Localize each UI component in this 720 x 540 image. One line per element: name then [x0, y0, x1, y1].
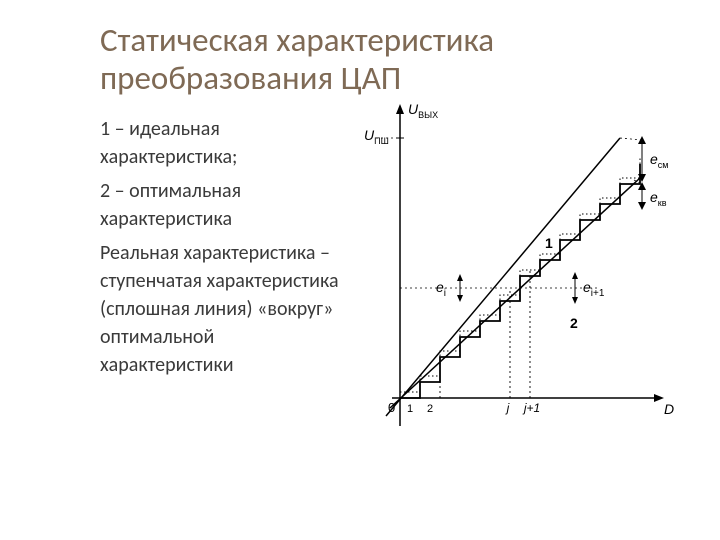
- body-p3: Реальная характеристика – ступенчатая ха…: [100, 239, 350, 379]
- svg-text:1: 1: [545, 235, 553, 251]
- svg-text:UВЫХ: UВЫХ: [408, 101, 438, 120]
- slide: Статическая характеристика преобразовани…: [0, 0, 720, 540]
- body-p1: 1 – идеальная характеристика;: [100, 115, 350, 171]
- svg-text:ei: ei: [436, 279, 446, 299]
- dac-characteristic-chart: UВЫХUПШD012jj+112eсмeквeiei+1: [360, 98, 680, 434]
- svg-text:2: 2: [570, 315, 578, 331]
- svg-text:UПШ: UПШ: [364, 127, 389, 146]
- svg-text:1: 1: [407, 403, 413, 415]
- body-p2: 2 – оптимальная характеристика: [100, 177, 350, 233]
- svg-text:eкв: eкв: [650, 189, 667, 208]
- body-text: 1 – идеальная характеристика; 2 – оптима…: [100, 115, 350, 385]
- svg-text:2: 2: [427, 403, 433, 415]
- svg-text:ei+1: ei+1: [583, 279, 605, 299]
- svg-text:D: D: [664, 401, 674, 417]
- svg-text:eсм: eсм: [650, 151, 668, 170]
- slide-title: Статическая характеристика преобразовани…: [100, 22, 660, 98]
- chart-svg: UВЫХUПШD012jj+112eсмeквeiei+1: [360, 98, 680, 434]
- svg-text:j: j: [505, 401, 510, 415]
- svg-text:j+1: j+1: [522, 401, 540, 415]
